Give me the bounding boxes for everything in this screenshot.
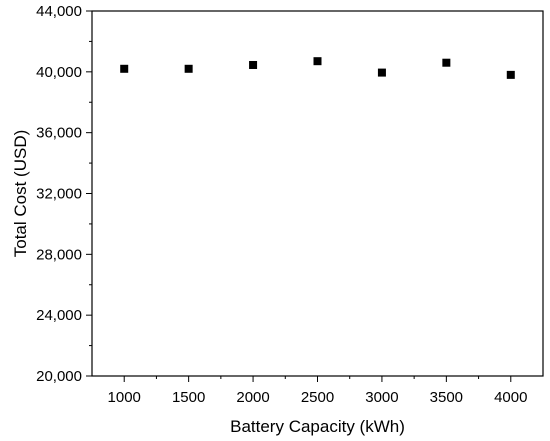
y-axis-title: Total Cost (USD) bbox=[11, 130, 30, 258]
data-point bbox=[506, 70, 515, 79]
axes bbox=[91, 10, 544, 377]
data-point bbox=[184, 64, 193, 73]
x-tick-label: 2500 bbox=[301, 389, 334, 406]
data-point bbox=[313, 57, 322, 66]
plot-frame bbox=[91, 10, 544, 377]
ticks: 1000 1500 2000 2500 3000 3500 4000 20,000 24,000… bbox=[36, 3, 527, 406]
y-tick-label: 44,000 bbox=[36, 3, 82, 20]
data-point bbox=[377, 68, 386, 77]
y-tick-label: 40,000 bbox=[36, 64, 82, 81]
data-point bbox=[120, 64, 129, 73]
y-tick-label: 36,000 bbox=[36, 125, 82, 142]
y-tick-label: 20,000 bbox=[36, 368, 82, 385]
x-tick-label: 1500 bbox=[172, 389, 205, 406]
x-tick-label: 4000 bbox=[494, 389, 527, 406]
y-tick-label: 24,000 bbox=[36, 307, 82, 324]
y-tick-label: 28,000 bbox=[36, 246, 82, 263]
data-point bbox=[442, 58, 451, 67]
x-tick-label: 3000 bbox=[365, 389, 398, 406]
y-tick-label: 32,000 bbox=[36, 186, 82, 203]
data-point bbox=[249, 60, 258, 69]
x-tick-label: 3500 bbox=[430, 389, 463, 406]
x-tick-label: 2000 bbox=[236, 389, 269, 406]
x-axis-title: Battery Capacity (kWh) bbox=[230, 417, 405, 436]
data-points bbox=[120, 57, 515, 79]
x-tick-label: 1000 bbox=[108, 389, 141, 406]
